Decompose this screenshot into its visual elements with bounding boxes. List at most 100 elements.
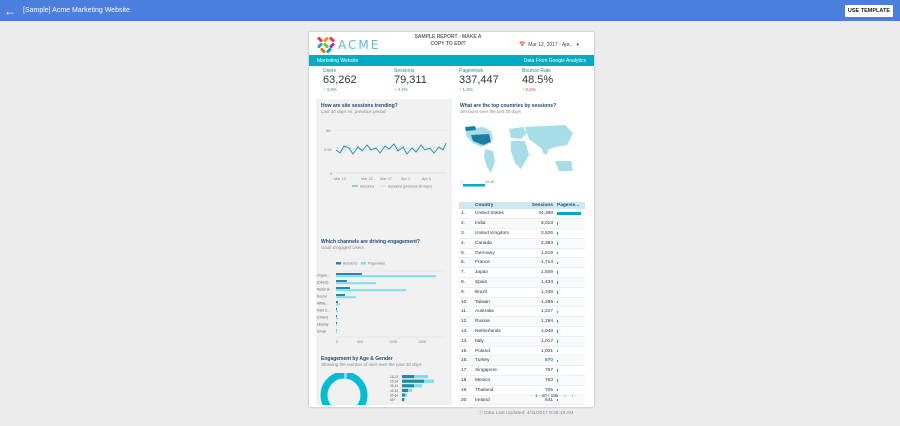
arrow-left-icon[interactable]: ← xyxy=(4,3,16,18)
bar-male xyxy=(402,384,414,388)
bar-male xyxy=(402,375,414,379)
x-tick: Apr 1 xyxy=(401,177,410,181)
cell-pageviews-bar xyxy=(555,365,585,377)
y-tick: 0 xyxy=(330,171,333,176)
pageviews-bar xyxy=(557,261,558,265)
band-right-label: Data From Google Analytics xyxy=(523,57,586,64)
kpi-label: Pageviews xyxy=(459,68,484,74)
bar-sessions xyxy=(336,287,350,289)
bar-pageviews xyxy=(336,275,436,278)
bar-pageviews xyxy=(336,303,340,306)
pageviews-bar xyxy=(557,340,558,343)
cell-country: Thailand xyxy=(473,385,523,396)
cell-pageviews-bar xyxy=(555,257,585,269)
cell-pageviews-bar xyxy=(555,248,585,259)
pageviews-bar xyxy=(557,222,559,225)
cell-pageviews-bar xyxy=(555,228,585,239)
col-header-sessions: Sessions xyxy=(522,202,555,209)
next-page-icon[interactable]: › xyxy=(571,393,574,398)
channel-label: Email xyxy=(317,330,326,334)
report-canvas: ACME SAMPLE REPORT - MAKE A COPY TO EDIT… xyxy=(309,32,594,407)
info-icon: ⓘ xyxy=(478,411,483,416)
bar-female xyxy=(414,384,422,388)
cell-sessions: 1,001 xyxy=(522,346,555,357)
legend-item: Pageviews xyxy=(368,262,385,266)
app-header: ← [Sample] Acme Marketing Website USE TE… xyxy=(0,0,900,21)
y-tick: 5K xyxy=(326,128,331,133)
date-range-value: Mar 12, 2017 - Apr... xyxy=(528,42,574,48)
bar-female xyxy=(404,398,405,402)
legend-item: Sessions xyxy=(360,185,374,189)
bar-female xyxy=(408,388,412,392)
pageviews-bar xyxy=(557,251,559,255)
date-range-picker[interactable]: 📅 Mar 12, 2017 - Apr... ▾ xyxy=(519,42,579,48)
cell-sessions: 1,048 xyxy=(522,326,555,337)
cell-rank: 20. xyxy=(459,395,473,406)
cell-rank: 14. xyxy=(459,336,473,347)
bar-sessions xyxy=(336,329,337,331)
cell-rank: 4. xyxy=(459,238,473,249)
cell-country: Italy xyxy=(473,336,523,347)
world-map[interactable]: 1 34.4K xyxy=(461,121,583,189)
bar-male xyxy=(402,388,408,392)
cell-rank: 16. xyxy=(459,355,473,367)
kpi-sessions: Sessions 79,311 ↑ 4.4% xyxy=(394,68,427,92)
cell-country: Canada xyxy=(473,238,523,249)
bar-male xyxy=(402,398,404,402)
bar-sessions xyxy=(336,294,345,296)
channel-label: Referral xyxy=(317,288,330,292)
bar-pageviews xyxy=(336,331,337,334)
x-tick: 0 xyxy=(336,340,338,344)
cell-rank: 18. xyxy=(459,375,473,386)
prev-page-icon[interactable]: ‹ xyxy=(564,393,566,398)
bar-sessions xyxy=(336,315,337,317)
pageviews-bar xyxy=(557,349,558,353)
cell-country: United States xyxy=(473,209,523,220)
kpi-bounce-rate: Bounce Rate 48.5% ↑ 2.2% xyxy=(522,68,553,92)
bar-pageviews xyxy=(336,310,338,313)
cell-sessions: 1,227 xyxy=(522,306,555,318)
channel-label: (Direct) xyxy=(317,281,328,285)
band-left-label: Marketing Website xyxy=(317,57,359,64)
cell-sessions: 641 xyxy=(522,395,555,406)
cell-sessions: 1,017 xyxy=(522,336,555,347)
cell-country: Ireland xyxy=(473,395,523,406)
cell-country: Taiwan xyxy=(473,297,523,308)
x-tick: 100K xyxy=(389,340,398,344)
bar-sessions xyxy=(336,301,338,303)
logo-text: ACME xyxy=(338,38,381,52)
right-panel: What are the top countries by sessions? … xyxy=(455,99,589,406)
pageviews-bar xyxy=(557,379,558,382)
kpi-value: 337,447 xyxy=(459,74,499,86)
channel-label: Social xyxy=(317,295,327,299)
cell-pageviews-bar xyxy=(555,346,585,357)
kpi-users: Users 63,262 ↑ 4.3% xyxy=(323,68,357,92)
bar-sessions xyxy=(336,273,362,275)
channel-label: Paid S... xyxy=(317,309,330,313)
left-panel: How are site sessions trending? Last 30 … xyxy=(316,99,452,405)
map-subtitle: Sessions over the last 30 days xyxy=(460,109,522,114)
use-template-button[interactable]: USE TEMPLATE xyxy=(844,5,893,17)
table-row: 13. Netherlands 1,048 xyxy=(459,326,585,337)
header-band: Marketing Website Data From Google Analy… xyxy=(309,55,594,66)
cell-sessions: 5,013 xyxy=(522,218,555,230)
cell-country: Netherlands xyxy=(473,326,523,337)
bar-pageviews xyxy=(336,324,337,327)
cell-sessions: 1,194 xyxy=(522,316,555,328)
kpi-change: ↑ 1.3% xyxy=(459,87,473,92)
cell-rank: 15. xyxy=(459,346,473,357)
bar-female xyxy=(424,379,434,383)
cell-sessions: 2,384 xyxy=(522,238,555,249)
cell-rank: 19. xyxy=(459,385,473,396)
channels-subtitle: Goal: Engaged Users xyxy=(321,245,365,250)
cell-pageviews-bar xyxy=(555,385,585,396)
donut-male-segment xyxy=(320,373,368,405)
table-row: 15. Poland 1,001 xyxy=(459,346,585,357)
table-row: 5. Germany 1,819 xyxy=(459,248,585,259)
cell-sessions: 1,434 xyxy=(522,277,555,288)
channels-title: Which channels are driving engagement? xyxy=(321,239,420,245)
bar-sessions xyxy=(336,322,337,324)
pageviews-bar xyxy=(557,320,558,323)
pageviews-bar xyxy=(557,271,558,274)
